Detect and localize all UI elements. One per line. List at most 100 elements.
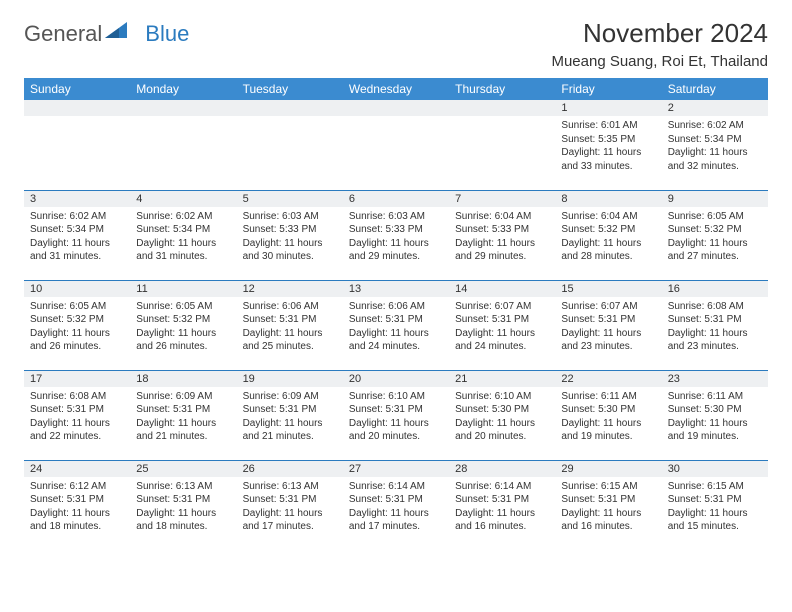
daylight-text: Daylight: 11 hours and 20 minutes. <box>455 417 549 444</box>
day-cell: 5Sunrise: 6:03 AMSunset: 5:33 PMDaylight… <box>237 190 343 280</box>
day-content: Sunrise: 6:08 AMSunset: 5:31 PMDaylight:… <box>662 297 768 360</box>
sunset-text: Sunset: 5:34 PM <box>668 133 762 147</box>
day-number <box>343 100 449 116</box>
day-content <box>449 116 555 176</box>
day-number: 12 <box>237 281 343 297</box>
sunrise-text: Sunrise: 6:07 AM <box>561 300 655 314</box>
sunset-text: Sunset: 5:31 PM <box>136 403 230 417</box>
daylight-text: Daylight: 11 hours and 27 minutes. <box>668 237 762 264</box>
day-content <box>130 116 236 176</box>
day-content: Sunrise: 6:15 AMSunset: 5:31 PMDaylight:… <box>555 477 661 540</box>
sunset-text: Sunset: 5:33 PM <box>243 223 337 237</box>
day-cell: 17Sunrise: 6:08 AMSunset: 5:31 PMDayligh… <box>24 370 130 460</box>
day-cell: 26Sunrise: 6:13 AMSunset: 5:31 PMDayligh… <box>237 460 343 550</box>
daylight-text: Daylight: 11 hours and 31 minutes. <box>30 237 124 264</box>
sunrise-text: Sunrise: 6:06 AM <box>349 300 443 314</box>
brand-part2: Blue <box>145 21 189 47</box>
day-number: 1 <box>555 100 661 116</box>
daylight-text: Daylight: 11 hours and 18 minutes. <box>136 507 230 534</box>
sunrise-text: Sunrise: 6:11 AM <box>668 390 762 404</box>
location-text: Mueang Suang, Roi Et, Thailand <box>551 53 768 70</box>
daylight-text: Daylight: 11 hours and 23 minutes. <box>668 327 762 354</box>
sunrise-text: Sunrise: 6:04 AM <box>561 210 655 224</box>
day-content: Sunrise: 6:02 AMSunset: 5:34 PMDaylight:… <box>130 207 236 270</box>
day-cell: 23Sunrise: 6:11 AMSunset: 5:30 PMDayligh… <box>662 370 768 460</box>
day-cell: 9Sunrise: 6:05 AMSunset: 5:32 PMDaylight… <box>662 190 768 280</box>
sunset-text: Sunset: 5:30 PM <box>455 403 549 417</box>
sunset-text: Sunset: 5:31 PM <box>455 493 549 507</box>
sunset-text: Sunset: 5:31 PM <box>243 403 337 417</box>
day-cell: 22Sunrise: 6:11 AMSunset: 5:30 PMDayligh… <box>555 370 661 460</box>
sunrise-text: Sunrise: 6:03 AM <box>349 210 443 224</box>
sunrise-text: Sunrise: 6:15 AM <box>561 480 655 494</box>
day-cell: 13Sunrise: 6:06 AMSunset: 5:31 PMDayligh… <box>343 280 449 370</box>
day-number: 2 <box>662 100 768 116</box>
sunrise-text: Sunrise: 6:14 AM <box>455 480 549 494</box>
title-block: November 2024 Mueang Suang, Roi Et, Thai… <box>551 18 768 70</box>
sunrise-text: Sunrise: 6:13 AM <box>243 480 337 494</box>
day-number: 20 <box>343 371 449 387</box>
sunrise-text: Sunrise: 6:12 AM <box>30 480 124 494</box>
sunset-text: Sunset: 5:32 PM <box>30 313 124 327</box>
day-content: Sunrise: 6:11 AMSunset: 5:30 PMDaylight:… <box>662 387 768 450</box>
day-content: Sunrise: 6:15 AMSunset: 5:31 PMDaylight:… <box>662 477 768 540</box>
day-cell: 4Sunrise: 6:02 AMSunset: 5:34 PMDaylight… <box>130 190 236 280</box>
day-number: 25 <box>130 461 236 477</box>
sunset-text: Sunset: 5:31 PM <box>30 403 124 417</box>
day-cell: 3Sunrise: 6:02 AMSunset: 5:34 PMDaylight… <box>24 190 130 280</box>
daylight-text: Daylight: 11 hours and 31 minutes. <box>136 237 230 264</box>
day-content: Sunrise: 6:05 AMSunset: 5:32 PMDaylight:… <box>130 297 236 360</box>
day-cell: 30Sunrise: 6:15 AMSunset: 5:31 PMDayligh… <box>662 460 768 550</box>
day-cell <box>237 100 343 190</box>
day-cell: 14Sunrise: 6:07 AMSunset: 5:31 PMDayligh… <box>449 280 555 370</box>
day-number: 13 <box>343 281 449 297</box>
day-number: 4 <box>130 191 236 207</box>
day-content <box>343 116 449 176</box>
day-content: Sunrise: 6:03 AMSunset: 5:33 PMDaylight:… <box>343 207 449 270</box>
calendar-table: Sunday Monday Tuesday Wednesday Thursday… <box>24 78 768 550</box>
day-cell: 1Sunrise: 6:01 AMSunset: 5:35 PMDaylight… <box>555 100 661 190</box>
week-row: 3Sunrise: 6:02 AMSunset: 5:34 PMDaylight… <box>24 190 768 280</box>
sunset-text: Sunset: 5:33 PM <box>455 223 549 237</box>
sunset-text: Sunset: 5:31 PM <box>561 493 655 507</box>
day-number: 17 <box>24 371 130 387</box>
daylight-text: Daylight: 11 hours and 22 minutes. <box>30 417 124 444</box>
day-number: 6 <box>343 191 449 207</box>
sunrise-text: Sunrise: 6:01 AM <box>561 119 655 133</box>
day-cell: 11Sunrise: 6:05 AMSunset: 5:32 PMDayligh… <box>130 280 236 370</box>
day-content: Sunrise: 6:13 AMSunset: 5:31 PMDaylight:… <box>130 477 236 540</box>
sunset-text: Sunset: 5:31 PM <box>136 493 230 507</box>
logo-triangle-icon <box>105 18 127 44</box>
day-cell <box>343 100 449 190</box>
day-content: Sunrise: 6:02 AMSunset: 5:34 PMDaylight:… <box>24 207 130 270</box>
day-content: Sunrise: 6:12 AMSunset: 5:31 PMDaylight:… <box>24 477 130 540</box>
day-content: Sunrise: 6:05 AMSunset: 5:32 PMDaylight:… <box>24 297 130 360</box>
sunrise-text: Sunrise: 6:05 AM <box>668 210 762 224</box>
daylight-text: Daylight: 11 hours and 33 minutes. <box>561 146 655 173</box>
day-number: 28 <box>449 461 555 477</box>
sunset-text: Sunset: 5:30 PM <box>561 403 655 417</box>
day-content: Sunrise: 6:05 AMSunset: 5:32 PMDaylight:… <box>662 207 768 270</box>
day-cell: 29Sunrise: 6:15 AMSunset: 5:31 PMDayligh… <box>555 460 661 550</box>
sunrise-text: Sunrise: 6:09 AM <box>243 390 337 404</box>
sunset-text: Sunset: 5:31 PM <box>243 313 337 327</box>
month-title: November 2024 <box>551 18 768 49</box>
weekday-header: Friday <box>555 78 661 100</box>
brand-logo: General Blue <box>24 18 189 50</box>
sunrise-text: Sunrise: 6:11 AM <box>561 390 655 404</box>
sunset-text: Sunset: 5:31 PM <box>30 493 124 507</box>
day-cell: 28Sunrise: 6:14 AMSunset: 5:31 PMDayligh… <box>449 460 555 550</box>
sunset-text: Sunset: 5:31 PM <box>349 493 443 507</box>
day-number: 16 <box>662 281 768 297</box>
day-content: Sunrise: 6:08 AMSunset: 5:31 PMDaylight:… <box>24 387 130 450</box>
sunset-text: Sunset: 5:34 PM <box>136 223 230 237</box>
sunrise-text: Sunrise: 6:03 AM <box>243 210 337 224</box>
day-number: 23 <box>662 371 768 387</box>
daylight-text: Daylight: 11 hours and 19 minutes. <box>668 417 762 444</box>
sunset-text: Sunset: 5:32 PM <box>668 223 762 237</box>
day-number: 9 <box>662 191 768 207</box>
daylight-text: Daylight: 11 hours and 18 minutes. <box>30 507 124 534</box>
day-content: Sunrise: 6:14 AMSunset: 5:31 PMDaylight:… <box>449 477 555 540</box>
day-cell: 12Sunrise: 6:06 AMSunset: 5:31 PMDayligh… <box>237 280 343 370</box>
day-number: 5 <box>237 191 343 207</box>
